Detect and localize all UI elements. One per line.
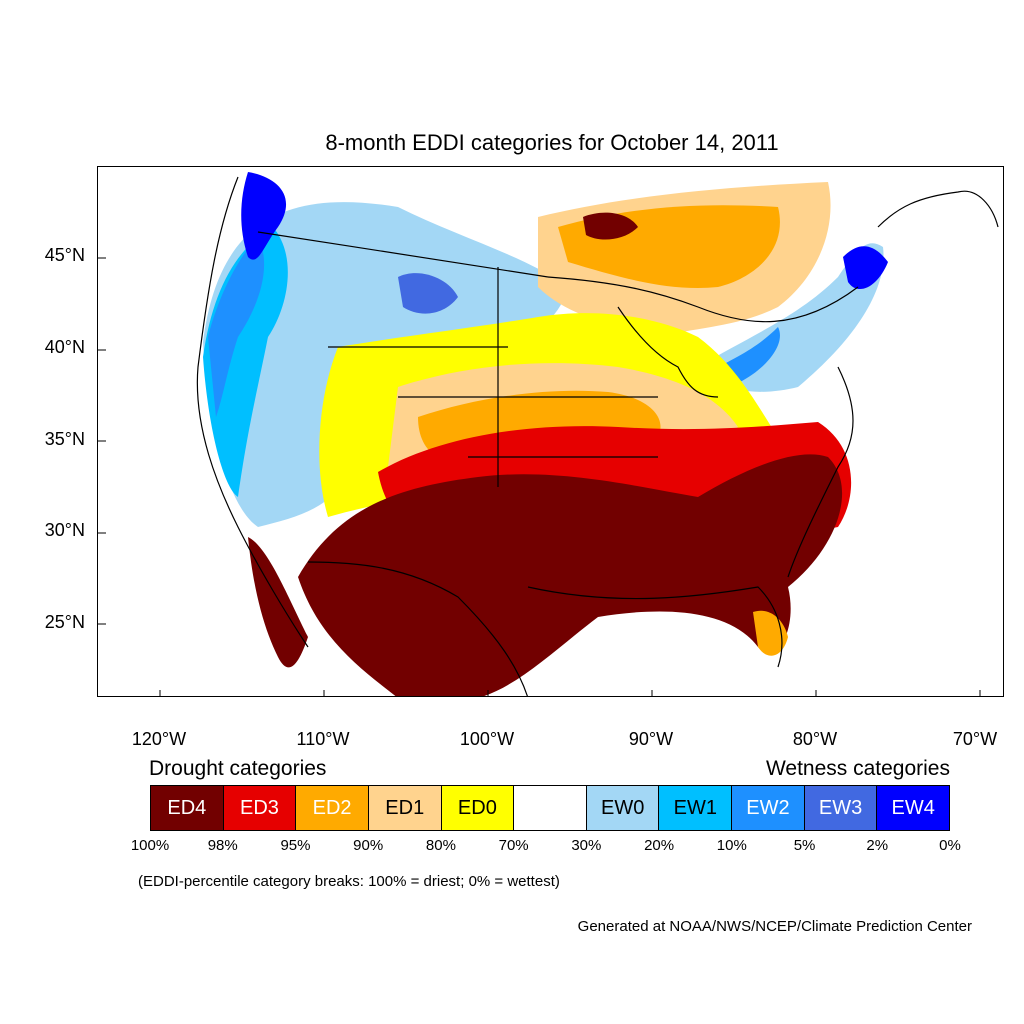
percentile-break-label: 95% (280, 837, 311, 854)
legend-box-ew0: EW0 (586, 786, 660, 830)
legend-box-ew3: EW3 (804, 786, 878, 830)
credit-line: Generated at NOAA/NWS/NCEP/Climate Predi… (577, 918, 972, 935)
category-legend: ED4 ED3 ED2 ED1 ED0 EW0 EW1 EW2 EW3 EW4 (150, 785, 950, 831)
lat-label-40n: 40°N (44, 337, 85, 357)
drought-categories-heading: Drought categories (149, 757, 327, 780)
legend-box-ed4: ED4 (151, 786, 224, 830)
percentile-break-label: 70% (498, 837, 529, 854)
legend-box-ed3: ED3 (223, 786, 297, 830)
region-ed4-north (583, 212, 638, 240)
percentile-break-label: 2% (866, 837, 889, 854)
category-breaks-note: (EDDI-percentile category breaks: 100% =… (138, 873, 560, 890)
legend-box-ed0: ED0 (441, 786, 515, 830)
eddi-map (97, 166, 1004, 697)
percentile-break-label: 0% (939, 837, 961, 854)
lon-label-90w: 90°W (628, 729, 674, 749)
lat-label-45n: 45°N (44, 245, 85, 265)
region-ed4-south (298, 454, 842, 696)
legend-box-ew4: EW4 (877, 786, 950, 830)
region-ew3-montana (398, 273, 458, 314)
percentile-break-label: 80% (425, 837, 456, 854)
percentile-break-label: 20% (644, 837, 675, 854)
eddi-map-canvas (98, 172, 999, 696)
percentile-break-label: 90% (353, 837, 384, 854)
lat-label-30n: 30°N (44, 520, 85, 540)
region-ew4-maine (843, 246, 888, 290)
map-ticks (98, 257, 981, 696)
lon-label-70w: 70°W (952, 729, 998, 749)
percentile-break-label: 30% (571, 837, 602, 854)
lat-label-25n: 25°N (44, 612, 85, 632)
legend-box-ew2: EW2 (732, 786, 805, 830)
lon-label-110w: 110°W (296, 729, 350, 749)
legend-box-ew1: EW1 (659, 786, 733, 830)
wetness-categories-heading: Wetness categories (765, 757, 950, 780)
legend-box-neutral (514, 786, 587, 830)
percentile-break-label: 10% (716, 837, 747, 854)
region-ew2-west (208, 237, 265, 417)
percentile-break-label: 100% (130, 837, 170, 854)
lon-label-80w: 80°W (792, 729, 838, 749)
lat-label-35n: 35°N (44, 429, 85, 449)
percentile-break-label: 5% (793, 837, 816, 854)
percentile-break-label: 98% (207, 837, 238, 854)
lon-label-100w: 100°W (459, 729, 515, 749)
region-ew4-northwest (241, 172, 287, 260)
lon-label-120w: 120°W (131, 729, 187, 749)
legend-box-ed2: ED2 (296, 786, 369, 830)
legend-box-ed1: ED1 (368, 786, 442, 830)
map-outlines (196, 176, 999, 696)
region-ed4-baja (248, 537, 308, 668)
map-title: 8-month EDDI categories for October 14, … (325, 130, 779, 155)
